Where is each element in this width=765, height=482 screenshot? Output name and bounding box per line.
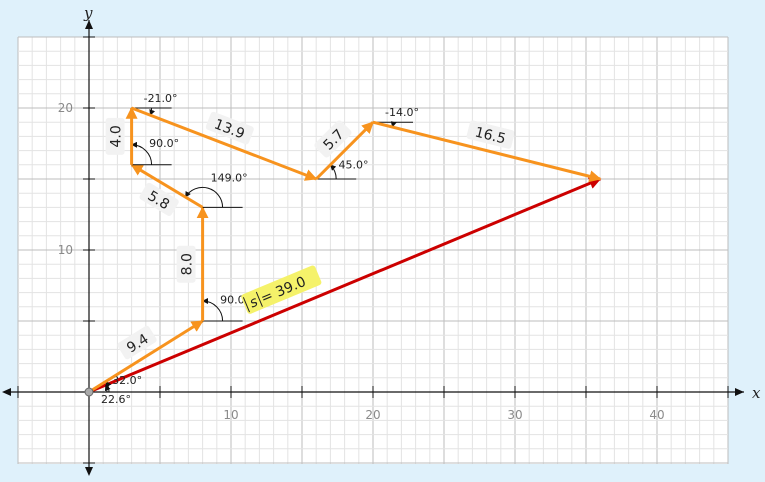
x-axis-arrow-right [735, 388, 744, 396]
magnitude-label: 8.0 [180, 253, 196, 275]
vector-5 [131, 106, 318, 181]
magnitude-label: 16.5 [473, 125, 507, 148]
abs-bar-left [242, 297, 250, 313]
vector-3 [130, 163, 204, 209]
angle-arc [104, 384, 111, 393]
resultant-angle: 22.6° [101, 384, 131, 406]
vector-2-magnitude: 8.0 [176, 245, 196, 283]
x-tick-label: 30 [507, 408, 522, 422]
magnitude-label-bg [314, 120, 352, 158]
magnitude-label-bg [105, 117, 125, 155]
x-tick-label: 20 [365, 408, 380, 422]
tick-labels: 10 20 30 40 10 20 [58, 101, 665, 422]
vector-7-magnitude: 16.5 [466, 120, 515, 149]
vector-3-angle: 149.0° [185, 171, 248, 208]
abs-bar-right [255, 291, 263, 307]
angle-label: 90.0° [149, 137, 179, 150]
angle-label: -14.0° [385, 106, 419, 119]
x-tick-label: 10 [223, 408, 238, 422]
angle-arc [131, 141, 153, 165]
y-axis-arrow-down [85, 467, 93, 476]
vectors: 32.0°90.0°149.0°90.0°-21.0°45.0°-14.0°22… [84, 92, 602, 406]
vector-4-magnitude: 4.0 [105, 117, 125, 155]
angle-label: 45.0° [339, 159, 369, 172]
vector-7 [372, 120, 602, 183]
resultant-label-bg [241, 265, 322, 314]
y-tick-label: 10 [58, 243, 73, 257]
magnitude-label-bg [205, 111, 254, 145]
vector-1-angle: 32.0° [89, 374, 142, 393]
magnitude-label: 4.0 [109, 125, 125, 147]
angle-label: 22.6° [101, 393, 131, 406]
y-axis-arrow-up [85, 20, 93, 29]
vector-1 [88, 319, 204, 394]
angle-label: 32.0° [112, 374, 142, 387]
angle-arc [185, 186, 224, 208]
y-axis-label: y [83, 4, 93, 22]
vector-3-magnitude: 5.8 [139, 182, 179, 216]
magnitude-label-bg [117, 325, 157, 360]
x-axis-arrow-left [2, 388, 11, 396]
angle-arc [202, 298, 224, 322]
origin-point [84, 387, 94, 397]
vector-4-angle: 90.0° [131, 137, 179, 166]
resultant-vector [88, 177, 602, 394]
x-axis-label: x [752, 384, 761, 402]
magnitude-label-bg [176, 245, 196, 283]
vector-6 [315, 121, 375, 181]
magnitude-label-bg [466, 120, 515, 149]
magnitude-label-bg [139, 182, 179, 216]
vector-6-angle: 45.0° [316, 159, 369, 180]
vector-5-magnitude: 13.9 [205, 111, 254, 145]
angle-label: -21.0° [144, 92, 178, 105]
angle-label: 149.0° [211, 171, 248, 184]
y-tick-label: 20 [58, 101, 73, 115]
x-tick-label: 40 [649, 408, 664, 422]
